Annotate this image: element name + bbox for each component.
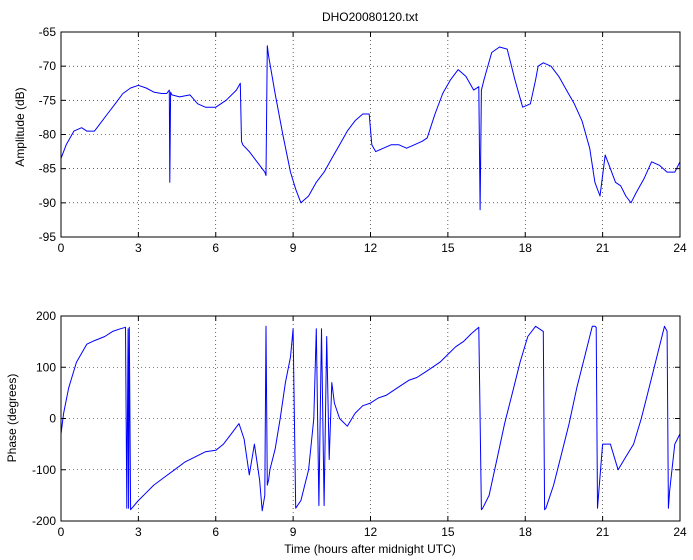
amplitude-plot: 0 3 6 9 12 15 18 21 24 -95 -90 -85 -80 -75 -70 -65 — [39, 25, 687, 255]
phase-plot: 0 3 6 9 12 15 18 21 24 -200 -100 0 100 200 — [32, 309, 687, 539]
phase-x-tick-label: 15 — [441, 525, 455, 539]
phase-x-tick-label: 3 — [135, 525, 142, 539]
amplitude-x-tick-label: 18 — [519, 241, 533, 255]
phase-x-tick-label: 9 — [290, 525, 297, 539]
phase-x-tick-label: 6 — [212, 525, 219, 539]
amplitude-x-tick-label: 6 — [212, 241, 219, 255]
amplitude-x-tick-label: 12 — [364, 241, 378, 255]
amplitude-y-tick-label: -75 — [39, 93, 57, 107]
phase-x-tick-label: 0 — [58, 525, 65, 539]
amplitude-y-tick-label: -70 — [39, 59, 57, 73]
amplitude-x-tick-label: 24 — [673, 241, 687, 255]
amplitude-x-tick-label: 15 — [441, 241, 455, 255]
chart-title: DHO20080120.txt — [322, 10, 419, 24]
phase-x-tick-label: 21 — [596, 525, 610, 539]
amplitude-y-tick-label: -80 — [39, 128, 57, 142]
phase-y-tick-label: 200 — [36, 309, 56, 323]
phase-y-tick-label: 0 — [49, 412, 56, 426]
amplitude-y-axis-label: Amplitude (dB) — [13, 87, 27, 166]
phase-y-tick-label: -100 — [32, 463, 56, 477]
amplitude-series-line — [61, 45, 680, 211]
amplitude-x-tick-label: 21 — [596, 241, 610, 255]
amplitude-y-tick-label: -90 — [39, 196, 57, 210]
amplitude-y-tick-label: -95 — [39, 230, 57, 244]
amplitude-x-tick-label: 0 — [58, 241, 65, 255]
phase-x-tick-label: 24 — [673, 525, 687, 539]
phase-y-axis-label: Phase (degrees) — [5, 374, 19, 463]
amplitude-y-tick-label: -85 — [39, 162, 57, 176]
amplitude-x-tick-label: 3 — [135, 241, 142, 255]
phase-x-tick-label: 12 — [364, 525, 378, 539]
phase-x-tick-label: 18 — [519, 525, 533, 539]
amplitude-y-tick-label: -65 — [39, 25, 57, 39]
phase-y-tick-label: 100 — [36, 360, 56, 374]
phase-x-axis-label: Time (hours after midnight UTC) — [284, 542, 456, 556]
amplitude-x-tick-label: 9 — [290, 241, 297, 255]
phase-series-line — [61, 325, 680, 512]
phase-y-tick-label: -200 — [32, 514, 56, 528]
